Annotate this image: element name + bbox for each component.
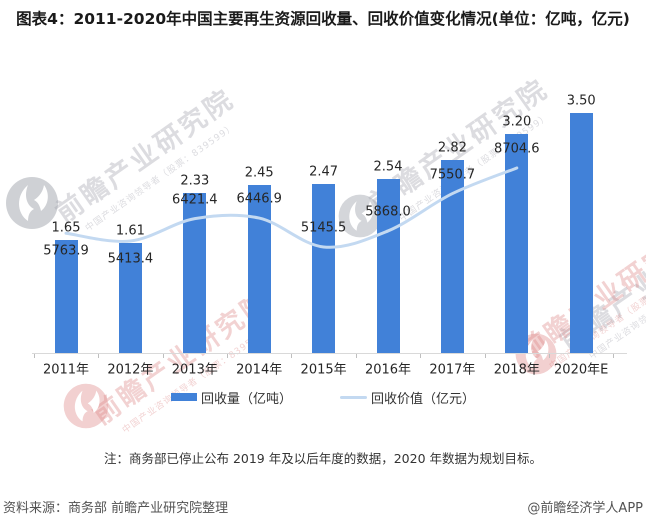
bar-2017年 <box>440 159 464 353</box>
bar-value-label: 3.50 <box>566 93 596 109</box>
x-axis-label: 2013年 <box>171 362 218 378</box>
source-attribution: 资料来源：商务部 前瞻产业研究院整理 <box>3 501 229 516</box>
x-axis-label: 2015年 <box>300 362 347 378</box>
line-series-swatch-icon <box>340 395 367 399</box>
line-value-label: 5413.4 <box>107 251 154 267</box>
app-credit: @前瞻经济学人APP <box>527 501 643 516</box>
x-axis-label: 2011年 <box>42 362 90 378</box>
line-value-label: 7550.7 <box>429 167 476 183</box>
x-axis-label: 2018年 <box>493 362 540 378</box>
axis-tick <box>98 354 100 358</box>
axis-tick <box>162 354 164 358</box>
bar-2011年 <box>54 239 78 353</box>
bar-value-label: 2.54 <box>373 159 403 175</box>
x-axis-label: 2017年 <box>429 362 476 378</box>
bar-value-label: 2.82 <box>437 140 467 156</box>
axis-tick <box>227 354 228 358</box>
axis-tick <box>291 354 293 358</box>
bar-value-label: 1.65 <box>51 220 81 236</box>
x-axis-label: 2014年 <box>236 362 283 378</box>
chart-note: 注：商务部已停止公布 2019 年及以后年度的数据，2020 年数据为规划目标。 <box>103 451 543 466</box>
line-value-label: 5145.5 <box>300 220 347 236</box>
bar-value-label: 1.61 <box>115 223 145 239</box>
line-value-label: 6446.9 <box>236 191 282 207</box>
line-value-label: 6421.4 <box>172 192 218 208</box>
bar-value-label: 2.47 <box>309 164 339 180</box>
axis-tick <box>420 354 422 358</box>
bar-value-label: 2.45 <box>244 165 274 181</box>
bar-2014年 <box>247 185 271 353</box>
axis-tick <box>613 354 615 358</box>
legend-item-bar-series: 回收量（亿吨） <box>170 388 292 407</box>
bar-series-swatch-icon <box>170 393 197 401</box>
x-axis-label: 2020年E <box>554 362 609 378</box>
bar-value-label: 3.20 <box>502 114 532 130</box>
bar-2015年 <box>312 183 336 353</box>
bar-value-label: 2.33 <box>180 173 210 189</box>
legend: 回收量（亿吨） 回收价值（亿元） <box>0 387 646 407</box>
x-axis-label: 2012年 <box>107 362 154 378</box>
bar-2020年E <box>569 113 593 353</box>
bar-2012年 <box>118 242 142 353</box>
axis-tick <box>484 354 486 358</box>
legend-label-line-series: 回收价值（亿元） <box>371 391 476 407</box>
line-value-label: 5868.0 <box>365 204 411 220</box>
x-axis-label: 2016年 <box>364 362 412 378</box>
line-value-label: 5763.9 <box>43 243 89 259</box>
legend-item-line-series: 回收价值（亿元） <box>340 388 475 407</box>
legend-label-bar-series: 回收量（亿吨） <box>200 391 292 407</box>
x-axis-line <box>32 353 627 354</box>
axis-tick <box>355 354 357 358</box>
bar-2013年 <box>183 193 207 353</box>
chart-title: 图表4：2011-2020年中国主要再生资源回收量、回收价值变化情况(单位：亿吨… <box>16 10 630 28</box>
bar-2018年 <box>505 133 529 353</box>
axis-tick <box>549 354 550 358</box>
line-value-label: 8704.6 <box>494 141 540 157</box>
axis-tick <box>33 354 35 358</box>
